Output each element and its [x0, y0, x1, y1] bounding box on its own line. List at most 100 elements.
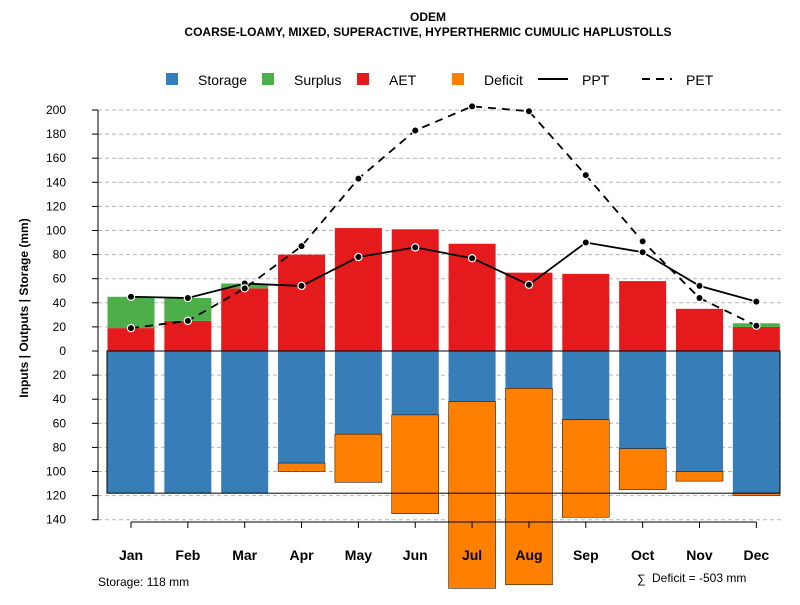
- legend-pet-label: PET: [686, 72, 714, 88]
- x-tick-label: Dec: [744, 547, 770, 563]
- storage-capacity-box: [106, 350, 781, 494]
- point-pet: [524, 107, 534, 116]
- y-tick-label: 40: [53, 392, 67, 406]
- point-pet: [297, 241, 306, 251]
- y-tick-label: 20: [53, 368, 67, 382]
- x-tick-label: Oct: [631, 547, 655, 563]
- bar-aet: [107, 328, 155, 351]
- point-pet: [240, 284, 249, 293]
- y-tick-label: 80: [53, 248, 67, 262]
- legend: Storage Surplus AET Deficit PPT PET: [166, 72, 714, 88]
- bar-aet: [334, 228, 382, 351]
- bar-aet: [676, 308, 723, 351]
- line-pet: [130, 105, 757, 329]
- point-ppt: [752, 297, 761, 306]
- point-pet: [183, 316, 193, 326]
- x-tick-label: Mar: [232, 547, 257, 563]
- x-tick-label: May: [345, 547, 372, 563]
- bar-storage: [221, 351, 269, 494]
- y-tick-label: 100: [46, 465, 66, 479]
- point-ppt: [467, 254, 477, 263]
- bar-aet: [221, 288, 269, 351]
- y-tick-label: 180: [46, 127, 66, 141]
- bar-aet: [164, 320, 212, 351]
- y-axis: 2001801601401201008060402002040608010012…: [46, 103, 99, 527]
- bar-storage: [732, 351, 780, 494]
- point-ppt: [183, 293, 193, 303]
- x-tick-label: Jun: [403, 547, 428, 563]
- bar-deficit: [448, 401, 496, 589]
- y-tick-label: 60: [53, 416, 67, 430]
- point-ppt: [126, 292, 136, 301]
- point-pet: [467, 102, 477, 111]
- point-pet: [411, 126, 420, 135]
- bar-aet: [562, 273, 610, 351]
- y-tick-label: 160: [46, 151, 66, 165]
- lines-group: [126, 102, 761, 333]
- point-pet: [126, 323, 136, 333]
- bars-group: [107, 228, 781, 589]
- y-tick-label: 140: [46, 175, 66, 189]
- legend-storage-label: Storage: [198, 72, 247, 88]
- bar-storage: [619, 351, 667, 449]
- chart-subtitle: COARSE-LOAMY, MIXED, SUPERACTIVE, HYPERT…: [184, 25, 671, 39]
- point-pet: [752, 321, 761, 330]
- bar-storage: [278, 351, 326, 464]
- y-tick-label: 200: [46, 103, 66, 117]
- point-ppt: [581, 238, 591, 247]
- bar-storage: [676, 351, 723, 472]
- bar-aet: [732, 326, 780, 351]
- y-tick-label: 40: [53, 296, 67, 310]
- bar-storage: [334, 351, 382, 435]
- storage-capacity-frame: [106, 350, 781, 494]
- x-tick-label: Feb: [175, 547, 200, 563]
- grid-lines: [98, 109, 782, 521]
- x-tick-label: Jul: [462, 547, 482, 563]
- bar-deficit: [334, 433, 383, 483]
- bar-aet: [619, 281, 667, 351]
- legend-ppt-label: PPT: [582, 72, 610, 88]
- legend-deficit-label: Deficit: [484, 72, 523, 88]
- bar-storage: [107, 351, 155, 494]
- y-tick-label: 140: [46, 513, 66, 527]
- y-tick-label: 100: [46, 224, 66, 238]
- legend-surplus-swatch: [262, 73, 274, 85]
- x-axis: Jan Feb Mar Apr May Jun Jul Aug Sep Oct Nov Dec: [119, 521, 770, 563]
- point-pet: [354, 174, 363, 183]
- y-axis-title: Inputs | Outputs | Storage (mm): [17, 218, 31, 397]
- bar-deficit: [277, 462, 326, 472]
- bar-deficit: [505, 388, 553, 586]
- bar-storage: [164, 351, 212, 494]
- bar-storage: [448, 351, 496, 402]
- deficit-footnote: Deficit = -503 mm: [652, 571, 746, 585]
- y-tick-label: 20: [53, 320, 67, 334]
- y-tick-label: 80: [53, 440, 67, 454]
- chart-title: ODEM: [410, 10, 446, 24]
- legend-deficit-swatch: [452, 73, 464, 85]
- legend-aet-label: AET: [389, 72, 417, 88]
- y-tick-label: 60: [53, 272, 67, 286]
- point-ppt: [638, 247, 647, 257]
- legend-storage-swatch: [166, 73, 178, 85]
- y-tick-label: 120: [46, 199, 66, 213]
- bar-deficit: [562, 419, 610, 518]
- point-ppt: [695, 281, 704, 291]
- x-tick-label: Aug: [515, 547, 542, 563]
- legend-aet-swatch: [357, 73, 369, 85]
- bar-deficit: [618, 448, 667, 490]
- point-ppt: [524, 280, 534, 289]
- bar-deficit: [391, 414, 439, 514]
- deficit-sum-symbol: ∑: [637, 572, 646, 586]
- legend-surplus-label: Surplus: [294, 72, 341, 88]
- point-pet: [638, 237, 647, 246]
- x-tick-label: Jan: [119, 547, 143, 563]
- bar-storage: [562, 351, 610, 420]
- line-ppt: [130, 241, 757, 303]
- bar-aet: [278, 254, 326, 351]
- point-ppt: [411, 243, 420, 252]
- y-tick-label: 0: [59, 344, 66, 358]
- point-pet: [581, 170, 591, 180]
- x-tick-label: Apr: [289, 547, 314, 563]
- x-tick-label: Sep: [573, 547, 599, 563]
